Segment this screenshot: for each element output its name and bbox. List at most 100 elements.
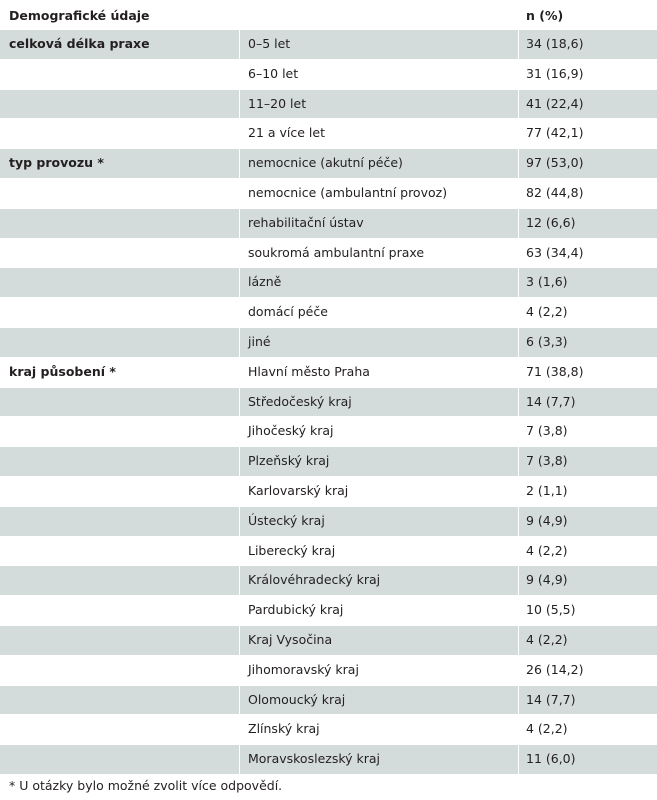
row-group-label	[0, 656, 239, 685]
table-row: soukromá ambulantní praxe 63 (34,4)	[0, 239, 657, 269]
row-category-label: nemocnice (ambulantní provoz)	[248, 184, 448, 200]
row-category-label: Plzeňský kraj	[240, 447, 518, 476]
row-count-value: 10 (5,5)	[526, 602, 576, 618]
row-group-label: typ provozu *	[0, 149, 239, 178]
row-group-label	[0, 387, 239, 417]
row-count-value: 3 (1,6)	[519, 268, 657, 298]
row-category-label: 11–20 let	[240, 89, 518, 119]
row-count-value: 31 (16,9)	[526, 65, 584, 81]
table-row: Pardubický kraj 10 (5,5)	[0, 596, 657, 626]
row-category-label: 0–5 let	[240, 30, 518, 59]
row-category-label: Jihočeský kraj	[248, 423, 334, 439]
row-count-value: 82 (44,8)	[526, 184, 584, 200]
row-category-label: Liberecký kraj	[248, 542, 336, 558]
row-category-label: Jihomoravský kraj	[248, 661, 359, 677]
row-category-label: soukromá ambulantní praxe	[248, 244, 425, 260]
row-category-label: Moravskoslezský kraj	[240, 745, 518, 774]
table-body: celková délka praxe 0–5 let 34 (18,6) 6–10 …	[0, 30, 657, 775]
table-row: rehabilitační ústav 12 (6,6)	[0, 208, 657, 239]
row-category-label: jiné	[240, 327, 518, 357]
row-group-label	[0, 89, 239, 119]
row-group-label	[0, 506, 239, 536]
row-group-label: kraj působení *	[9, 363, 116, 379]
row-category-label: Středočeský kraj	[240, 387, 518, 417]
table-row: Ústecký kraj 9 (4,9)	[0, 506, 657, 537]
row-category-label: domácí péče	[248, 304, 328, 320]
row-count-value: 34 (18,6)	[519, 30, 657, 59]
row-group-label	[0, 60, 239, 89]
table-row: 6–10 let 31 (16,9)	[0, 60, 657, 90]
row-category-label: Olomoucký kraj	[240, 685, 518, 715]
row-count-value: 4 (2,2)	[526, 721, 568, 737]
table-row: 21 a více let 77 (42,1)	[0, 119, 657, 149]
row-count-value: 26 (14,2)	[526, 661, 584, 677]
table-row: celková délka praxe 0–5 let 34 (18,6)	[0, 30, 657, 60]
row-group-label	[0, 179, 239, 208]
row-group-label	[0, 715, 239, 744]
table-row: Středočeský kraj 14 (7,7)	[0, 387, 657, 418]
table-row: Zlínský kraj 4 (2,2)	[0, 715, 657, 745]
row-group-label	[0, 327, 239, 357]
row-count-value: 9 (4,9)	[519, 566, 657, 596]
row-count-value: 77 (42,1)	[526, 125, 584, 141]
row-group-label	[0, 208, 239, 238]
header-n-percent: n (%)	[526, 8, 564, 23]
row-group-label	[0, 685, 239, 715]
row-group-label	[0, 447, 239, 476]
table-row: typ provozu * nemocnice (akutní péče) 97 (…	[0, 149, 657, 179]
row-group-label	[0, 268, 239, 298]
row-category-label: Zlínský kraj	[248, 721, 320, 737]
row-category-label: 6–10 let	[248, 65, 299, 81]
table-row: Liberecký kraj 4 (2,2)	[0, 537, 657, 567]
table-row: Olomoucký kraj 14 (7,7)	[0, 685, 657, 716]
row-count-value: 97 (53,0)	[519, 149, 657, 178]
table-row: Moravskoslezský kraj 11 (6,0)	[0, 745, 657, 775]
row-category-label: lázně	[240, 268, 518, 298]
table-row: domácí péče 4 (2,2)	[0, 298, 657, 328]
row-category-label: Karlovarský kraj	[248, 482, 349, 498]
row-count-value: 7 (3,8)	[526, 423, 568, 439]
row-count-value: 4 (2,2)	[526, 304, 568, 320]
row-category-label: nemocnice (akutní péče)	[240, 149, 518, 178]
row-group-label: celková délka praxe	[0, 30, 239, 59]
table-row: kraj působení * Hlavní město Praha 71 (38,…	[0, 358, 657, 388]
table-row: Kraj Vysočina 4 (2,2)	[0, 625, 657, 656]
table-row: Královéhradecký kraj 9 (4,9)	[0, 566, 657, 596]
footnote: * U otázky bylo možné zvolit více odpově…	[9, 778, 283, 793]
row-count-value: 41 (22,4)	[519, 89, 657, 119]
row-count-value: 2 (1,1)	[526, 482, 568, 498]
table-row: 11–20 let 41 (22,4)	[0, 89, 657, 120]
row-category-label: Hlavní město Praha	[248, 363, 370, 379]
row-count-value: 9 (4,9)	[519, 506, 657, 536]
row-group-label	[0, 625, 239, 655]
table-row: Karlovarský kraj 2 (1,1)	[0, 477, 657, 507]
row-count-value: 11 (6,0)	[519, 745, 657, 774]
row-group-label	[0, 119, 239, 148]
row-group-label	[0, 745, 239, 774]
row-count-value: 14 (7,7)	[519, 685, 657, 715]
table-row: Jihomoravský kraj 26 (14,2)	[0, 656, 657, 686]
row-count-value: 4 (2,2)	[526, 542, 568, 558]
row-group-label	[0, 537, 239, 566]
table-row: Plzeňský kraj 7 (3,8)	[0, 447, 657, 477]
table-header: Demografické údaje n (%)	[0, 0, 657, 30]
row-category-label: Pardubický kraj	[248, 602, 344, 618]
table-row: lázně 3 (1,6)	[0, 268, 657, 298]
row-count-value: 71 (38,8)	[526, 363, 584, 379]
row-count-value: 7 (3,8)	[519, 447, 657, 476]
table-row: nemocnice (ambulantní provoz) 82 (44,8)	[0, 179, 657, 209]
row-count-value: 63 (34,4)	[526, 244, 584, 260]
row-category-label: Královéhradecký kraj	[240, 566, 518, 596]
row-group-label	[0, 417, 239, 446]
row-group-label	[0, 239, 239, 268]
row-group-label	[0, 596, 239, 625]
table-row: jiné 6 (3,3)	[0, 327, 657, 358]
row-count-value: 14 (7,7)	[519, 387, 657, 417]
row-count-value: 6 (3,3)	[519, 327, 657, 357]
row-category-label: Kraj Vysočina	[240, 625, 518, 655]
row-group-label	[0, 566, 239, 596]
row-category-label: rehabilitační ústav	[240, 208, 518, 238]
row-category-label: Ústecký kraj	[240, 506, 518, 536]
row-group-label	[0, 298, 239, 327]
table-row: Jihočeský kraj 7 (3,8)	[0, 417, 657, 447]
